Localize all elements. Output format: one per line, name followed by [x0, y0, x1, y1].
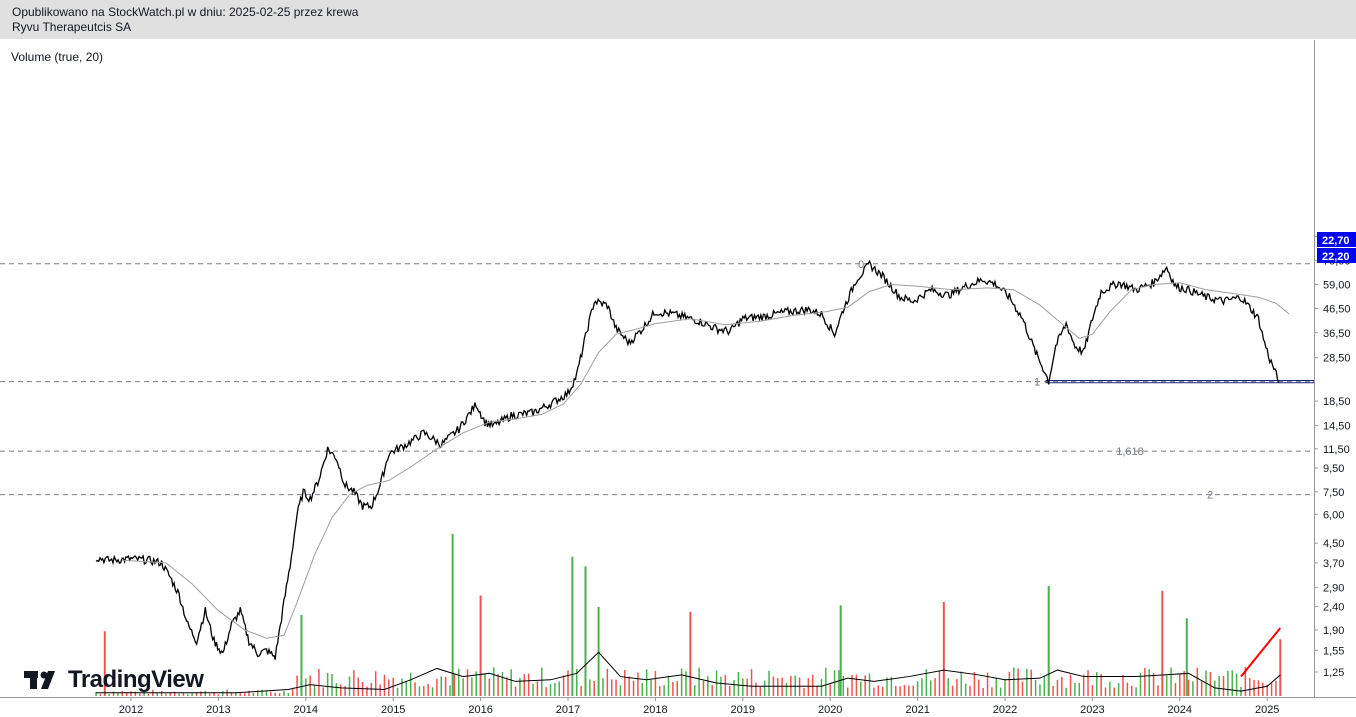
published-info: Opublikowano na StockWatch.pl w dniu: 20…: [12, 5, 359, 19]
price-tag-bg: [1317, 248, 1356, 263]
indicator-label: Volume (true, 20): [11, 50, 104, 64]
volume-pane: [95, 534, 1282, 696]
x-tick-label: 2020: [818, 704, 842, 716]
axes: 95,0075,0059,0046,5036,5028,5018,5014,50…: [0, 40, 1356, 716]
volume-ma-line: [96, 651, 1281, 694]
price-pane: [95, 259, 1290, 660]
y-tick-label: 1,25: [1323, 667, 1344, 679]
x-tick-label: 2017: [556, 704, 580, 716]
y-tick-label: 1,55: [1323, 645, 1344, 657]
y-tick-label: 2,40: [1323, 601, 1344, 613]
x-tick-label: 2012: [119, 704, 143, 716]
x-tick-label: 2014: [294, 704, 318, 716]
y-tick-label: 46,50: [1323, 303, 1351, 315]
x-tick-label: 2018: [643, 704, 667, 716]
x-tick-label: 2013: [206, 704, 230, 716]
x-tick-label: 2024: [1168, 704, 1192, 716]
tradingview-wordmark: TradingView: [68, 666, 204, 693]
price-line: [95, 259, 1280, 660]
fib-label: 1,618: [1116, 446, 1144, 458]
y-tick-label: 28,50: [1323, 353, 1351, 365]
y-tick-label: 9,50: [1323, 463, 1344, 475]
moving-average-line: [122, 282, 1290, 639]
fib-label: 1: [1034, 377, 1040, 389]
y-tick-label: 3,70: [1323, 558, 1344, 570]
y-tick-label: 11,50: [1323, 444, 1350, 456]
y-tick-label: 14,50: [1323, 421, 1351, 433]
y-tick-label: 2,90: [1323, 582, 1344, 594]
x-tick-label: 2025: [1255, 704, 1279, 716]
y-tick-label: 6,00: [1323, 509, 1344, 521]
tradingview-logo-icon: [24, 671, 55, 689]
fib-label: 0: [858, 259, 864, 271]
price-tag-bg: [1317, 232, 1356, 247]
x-tick-label: 2022: [993, 704, 1017, 716]
chart-header: Opublikowano na StockWatch.pl w dniu: 20…: [0, 0, 1356, 39]
fib-lines: 0 1 1,618 2: [0, 259, 1315, 502]
y-tick-label: 36,50: [1323, 328, 1351, 340]
y-tick-label: 59,00: [1323, 279, 1351, 291]
price-tag-label: 22,20: [1322, 251, 1350, 263]
tradingview-logo: TradingView: [24, 664, 204, 696]
y-tick-label: 18,50: [1323, 396, 1351, 408]
fib-label: 2: [1207, 490, 1213, 502]
x-tick-label: 2021: [905, 704, 929, 716]
price-tag-label: 22,70: [1322, 235, 1350, 247]
y-tick-label: 7,50: [1323, 487, 1344, 499]
x-tick-label: 2015: [381, 704, 405, 716]
symbol-name: Ryvu Therapeutcis SA: [12, 20, 132, 34]
x-tick-label: 2019: [731, 704, 755, 716]
volume-trend-line: [1240, 627, 1282, 678]
y-tick-label: 1,90: [1323, 625, 1344, 637]
x-tick-label: 2016: [468, 704, 492, 716]
x-tick-label: 2023: [1080, 704, 1104, 716]
y-tick-label: 4,50: [1323, 538, 1344, 550]
